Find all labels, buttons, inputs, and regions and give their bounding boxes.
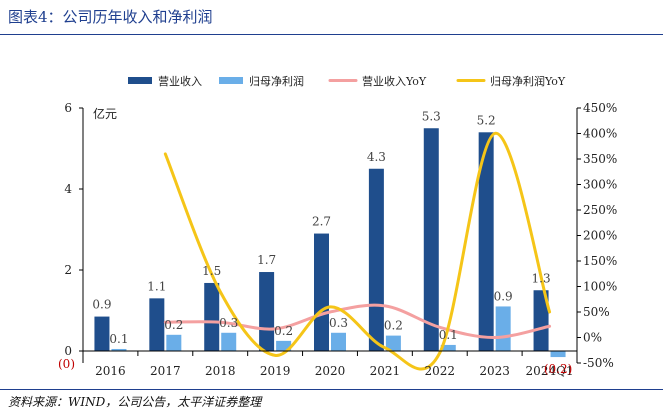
right-tick-label: 400% [583,127,617,141]
left-tick-label: 0 [64,344,72,358]
right-tick-label: 300% [583,178,617,192]
left-axis-unit: 亿元 [93,106,117,121]
source-rule [0,389,663,390]
right-tick-label: 150% [583,254,617,268]
line-revenue-yoy [163,303,552,340]
label-revenue: 1.1 [147,279,166,293]
label-revenue: 5.3 [422,109,441,123]
bar-revenue [94,316,110,351]
left-axis: 0 2 4 6 亿元 (0) [58,101,117,371]
line-net-profit-yoy [163,132,552,371]
right-tick-label: 200% [583,229,617,243]
bar-revenue [423,128,439,351]
x-tick-label: 2019 [260,364,291,378]
label-revenue: 1.5 [202,264,221,278]
bar-revenue [533,290,549,351]
left-tick-label: 4 [64,182,72,196]
legend-item: 营业收入YoY [328,74,427,88]
legend-swatch [128,77,152,84]
label-net-profit: 0.1 [109,332,128,346]
label-net-profit: 0.2 [384,319,403,333]
label-net-profit: 0.2 [274,324,293,338]
bar-net-profit [495,306,511,351]
legend-label: 归母净利润YoY [490,74,566,88]
x-tick-label: 2022 [425,364,456,378]
left-axis-zero-label: (0) [58,357,75,371]
label-net-profit: 0.9 [494,289,513,303]
legend-label: 营业收入 [158,74,202,88]
bar-net-profit [440,344,456,351]
legend-label: 营业收入YoY [362,74,427,88]
bar-net-profit [331,332,346,351]
right-tick-label: 350% [583,152,617,166]
label-revenue: 5.2 [477,113,496,127]
bar-net-profit [550,351,566,358]
x-tick-label: 2017 [150,364,181,378]
bar-revenue [314,233,329,351]
bar-net-profit [166,334,182,351]
bar-revenue [149,298,165,351]
figure-source: 资料来源：WIND，公司公告，太平洋证券整理 [8,395,262,409]
bar-net-profit [221,332,237,351]
right-tick-label: 100% [583,280,617,294]
x-tick-label: 2024Q1 [526,364,574,378]
right-axis: -50% 0% 50% 100% 150% 200% 250% 300% 350% 400% 450… [576,101,617,370]
legend-label: 归母净利润 [249,74,304,88]
label-net-profit: (0.2) [544,362,572,376]
label-revenue: 4.3 [367,150,386,164]
right-tick-label: 0% [583,331,602,345]
label-net-profit: 0.3 [329,316,348,330]
figure-title: 图表4：公司历年收入和净利润 [8,8,213,26]
label-revenue: 1.7 [257,253,276,267]
right-tick-label: 450% [583,101,617,115]
bar-revenue [204,282,220,351]
right-tick-label: -50% [583,356,614,370]
label-revenue: 1.3 [532,271,551,285]
bar-net-profit [385,335,401,351]
label-net-profit: 0.3 [219,316,238,330]
legend: 营业收入 归母净利润 营业收入YoY 归母净利润YoY [128,74,566,88]
legend-item: 归母净利润 [219,74,304,88]
bar-revenue [368,168,384,351]
label-revenue: 0.9 [92,298,111,312]
x-tick-label: 2018 [205,364,236,378]
x-tick-label: 2020 [315,364,346,378]
yoy-lines [163,132,552,371]
bar-net-profit [276,340,292,351]
left-tick-label: 6 [64,101,72,115]
bar-revenue [259,272,275,351]
label-net-profit: 0.1 [439,328,458,342]
legend-item: 营业收入 [128,74,202,88]
x-axis: 2016 2017 2018 2019 2020 2021 2022 2023 2024Q1 [82,350,578,378]
left-tick-label: 2 [64,263,72,277]
label-net-profit: 0.2 [164,318,183,332]
legend-item: 归母净利润YoY [456,74,566,88]
right-tick-label: 250% [583,203,617,217]
x-tick-label: 2016 [95,364,126,378]
legend-swatch [219,77,243,84]
right-tick-label: 50% [583,305,610,319]
title-rule [0,34,663,35]
x-tick-label: 2023 [479,364,510,378]
data-labels: 0.9 0.1 1.1 0.2 1.5 0.3 1.7 0.2 2.7 0.3 4.3 0.2 5.3 0… [92,109,572,376]
x-tick-label: 2021 [370,364,401,378]
bar-net-profit [111,348,127,351]
bar-revenue [478,132,494,351]
label-revenue: 2.7 [312,215,331,229]
